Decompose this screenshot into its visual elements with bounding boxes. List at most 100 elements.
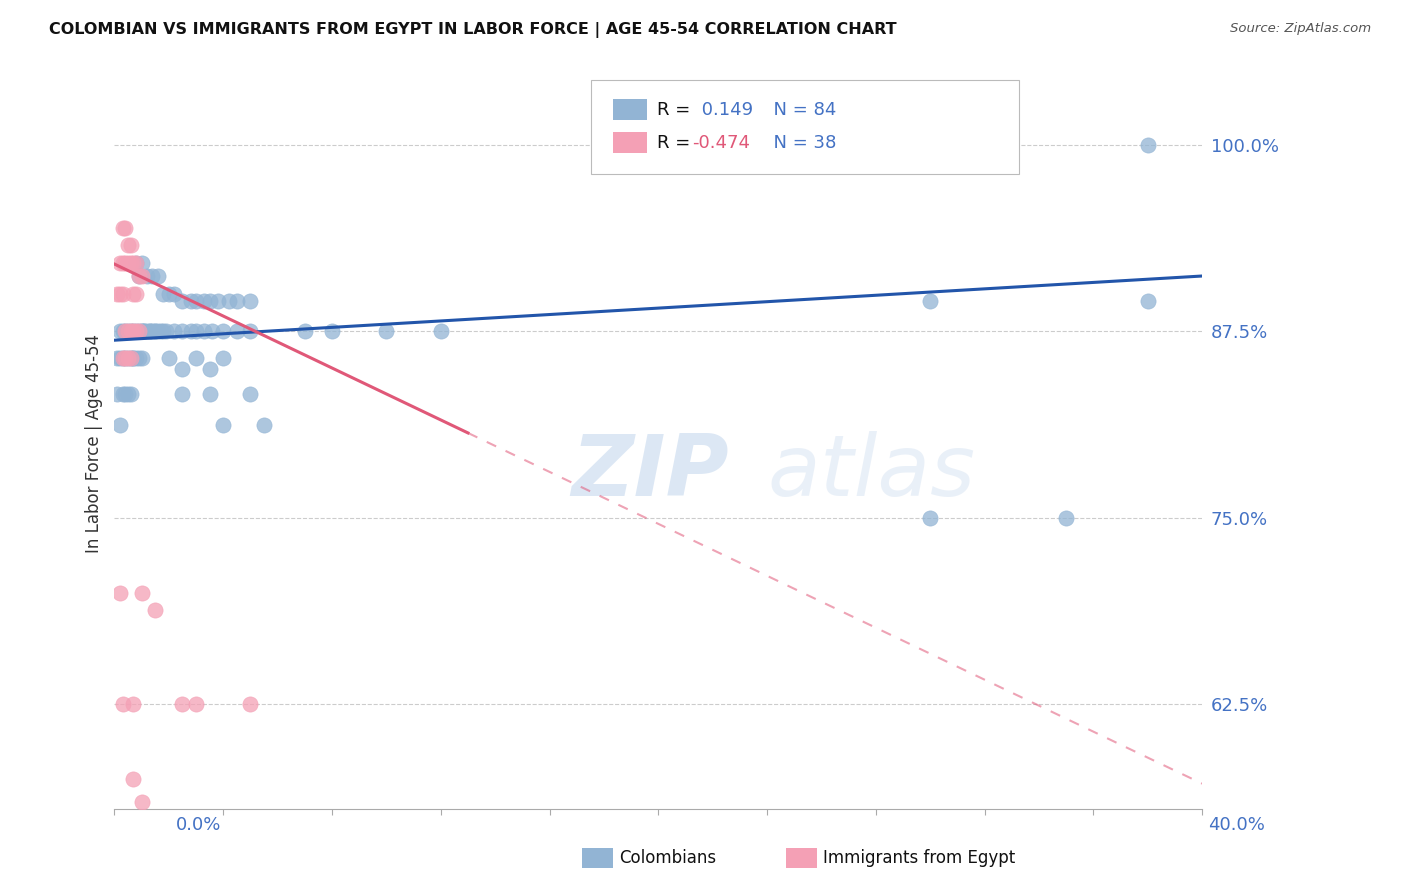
Point <box>111 387 134 401</box>
Point <box>131 268 153 283</box>
Point <box>134 324 156 338</box>
Point <box>114 387 136 401</box>
Point <box>172 387 194 401</box>
Point <box>128 268 150 283</box>
Point <box>117 351 139 365</box>
Point <box>108 418 131 433</box>
Point <box>122 287 145 301</box>
Point <box>143 603 166 617</box>
Point <box>139 324 162 338</box>
Point <box>225 294 247 309</box>
Point <box>1136 137 1159 152</box>
Point <box>122 324 145 338</box>
Point <box>114 351 136 365</box>
Point <box>253 418 276 433</box>
Point <box>111 255 134 269</box>
Point <box>294 324 316 338</box>
Point <box>128 324 150 338</box>
Point <box>212 418 235 433</box>
Text: 0.0%: 0.0% <box>176 816 221 834</box>
Y-axis label: In Labor Force | Age 45-54: In Labor Force | Age 45-54 <box>86 334 103 553</box>
Point <box>120 351 142 365</box>
Point <box>155 324 177 338</box>
Point <box>184 294 207 309</box>
Point <box>218 294 240 309</box>
Point <box>122 351 145 365</box>
Point <box>120 255 142 269</box>
Point <box>120 324 142 338</box>
Point <box>136 268 159 283</box>
Point <box>125 287 148 301</box>
Point <box>125 255 148 269</box>
Text: R =: R = <box>657 101 696 119</box>
Text: -0.474: -0.474 <box>692 134 749 152</box>
Point <box>125 255 148 269</box>
Text: 0.149: 0.149 <box>696 101 754 119</box>
Point <box>128 351 150 365</box>
Point <box>122 351 145 365</box>
Point <box>131 795 153 809</box>
Point <box>105 351 128 365</box>
Point <box>141 268 163 283</box>
Text: Source: ZipAtlas.com: Source: ZipAtlas.com <box>1230 22 1371 36</box>
Point <box>157 287 180 301</box>
Point <box>375 324 398 338</box>
Point <box>143 324 166 338</box>
Point <box>212 351 235 365</box>
Point <box>139 324 162 338</box>
Point <box>184 324 207 338</box>
Point <box>131 351 153 365</box>
Point <box>146 268 169 283</box>
Point <box>117 387 139 401</box>
Point <box>105 387 128 401</box>
Point <box>180 294 202 309</box>
Text: N = 84: N = 84 <box>762 101 837 119</box>
Point <box>114 221 136 235</box>
Text: ZIP: ZIP <box>571 431 728 514</box>
Point <box>111 221 134 235</box>
Point <box>172 324 194 338</box>
Point <box>117 351 139 365</box>
Point <box>920 294 942 309</box>
Point <box>212 324 235 338</box>
Point <box>122 255 145 269</box>
Point <box>117 255 139 269</box>
Point <box>239 698 262 712</box>
Point <box>120 237 142 252</box>
Point <box>108 255 131 269</box>
Point <box>114 351 136 365</box>
Point <box>184 351 207 365</box>
Point <box>111 351 134 365</box>
Point <box>114 324 136 338</box>
Point <box>111 287 134 301</box>
Point <box>321 324 343 338</box>
Point <box>136 324 159 338</box>
Point <box>128 324 150 338</box>
Point <box>920 511 942 525</box>
Text: R =: R = <box>657 134 696 152</box>
Point <box>114 255 136 269</box>
Point <box>172 698 194 712</box>
Point <box>131 324 153 338</box>
Point <box>111 351 134 365</box>
Point <box>108 585 131 599</box>
Point <box>149 324 172 338</box>
Point <box>108 324 131 338</box>
Point <box>128 268 150 283</box>
Point <box>120 387 142 401</box>
Point <box>157 351 180 365</box>
Point <box>125 351 148 365</box>
Point <box>131 324 153 338</box>
Point <box>239 387 262 401</box>
Text: Immigrants from Egypt: Immigrants from Egypt <box>823 849 1015 867</box>
Point <box>180 324 202 338</box>
Point <box>225 324 247 338</box>
Point <box>134 324 156 338</box>
Point <box>239 324 262 338</box>
Point <box>114 324 136 338</box>
Point <box>122 324 145 338</box>
Point <box>152 287 174 301</box>
Text: Colombians: Colombians <box>619 849 716 867</box>
Point <box>131 255 153 269</box>
Point <box>1054 511 1077 525</box>
